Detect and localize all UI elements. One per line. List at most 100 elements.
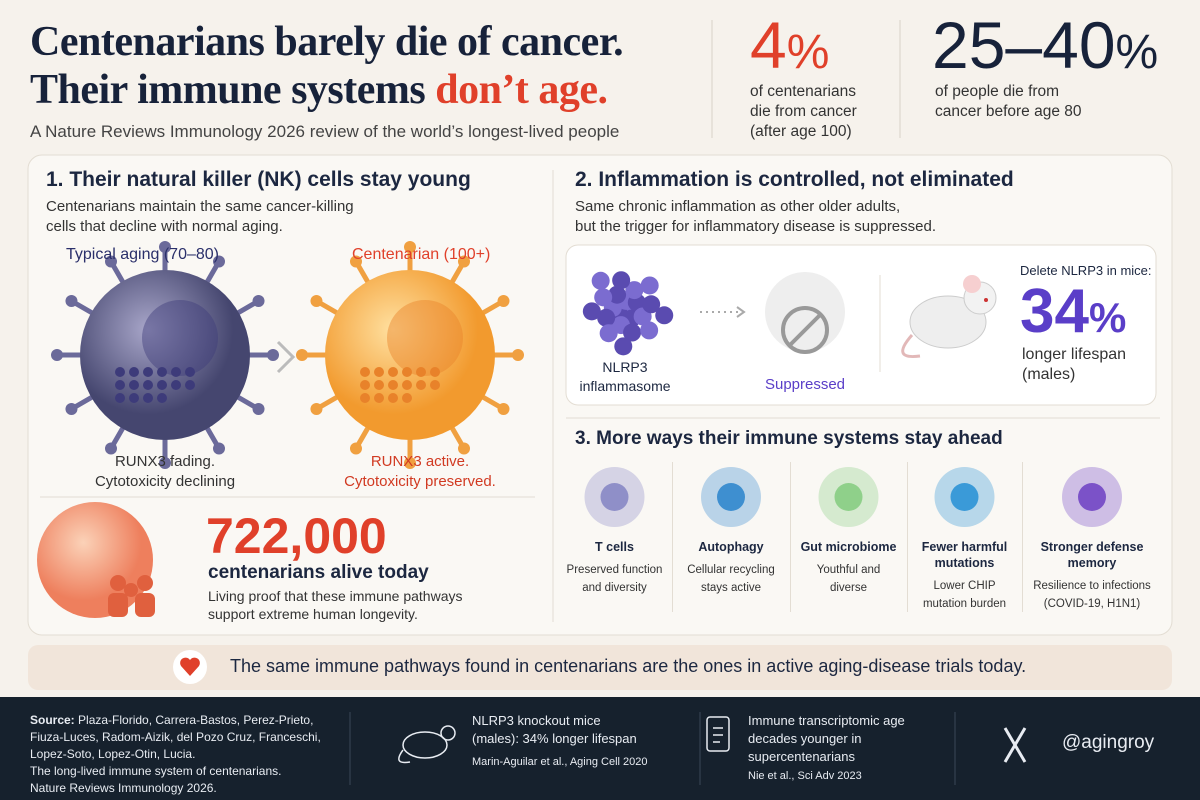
text-line: Living proof that these immune pathways xyxy=(208,588,463,604)
suppressed-icon xyxy=(765,272,845,354)
text-line: supercentenarians xyxy=(748,749,855,764)
spike-tip xyxy=(105,255,117,268)
item-text: Lower CHIP mutation burden xyxy=(907,577,1022,613)
text-line: cells that decline with normal aging. xyxy=(46,218,283,235)
nlrp3-bead xyxy=(608,285,627,304)
granule xyxy=(374,367,384,377)
people-icon xyxy=(108,575,155,617)
granule xyxy=(157,393,167,403)
item-divider xyxy=(790,462,791,612)
stat-unit: % xyxy=(786,26,830,79)
item-icons xyxy=(584,467,1122,527)
text-line: (after age 100) xyxy=(750,123,852,140)
text-line: mutations xyxy=(934,556,995,570)
granule xyxy=(388,367,398,377)
stat-text: of centenarians die from cancer (after age… xyxy=(750,82,857,142)
source-text: Plaza-Florido, Carrera-Bastos, Perez-Pri… xyxy=(78,713,314,727)
title-line: Their immune systems don’t age. xyxy=(30,66,608,114)
spike-tip xyxy=(350,255,362,268)
section-text: Centenarians maintain the same cancer-ki… xyxy=(46,197,354,237)
granule xyxy=(430,380,440,390)
text-line: NLRP3 xyxy=(602,359,648,375)
item-divider xyxy=(907,462,908,612)
spike-tip xyxy=(404,457,416,469)
text-line: The long-lived immune system of centenar… xyxy=(30,764,282,778)
mice-value: 34 xyxy=(1020,277,1089,346)
section-title: 3. More ways their immune systems stay a… xyxy=(575,428,1003,449)
spike-tip xyxy=(267,349,279,361)
stat-number: 25–40% xyxy=(932,12,1158,86)
granule xyxy=(388,380,398,390)
globe xyxy=(37,502,153,618)
item-divider xyxy=(1022,462,1023,612)
text-line: Immune transcriptomic age xyxy=(748,713,905,728)
granule xyxy=(402,380,412,390)
nlrp3-bead xyxy=(597,308,616,327)
text-line: Fewer harmful xyxy=(921,540,1008,554)
nlrp3-bead xyxy=(594,288,613,307)
item-text: Youthful and diverse xyxy=(790,561,907,597)
spike-tip xyxy=(252,295,265,307)
nlrp3-cluster xyxy=(582,271,674,356)
spike-tip xyxy=(404,241,416,253)
text-line: Same chronic inflammation as other older… xyxy=(575,198,901,215)
granule xyxy=(416,367,426,377)
spike-tip xyxy=(458,442,470,455)
nlrp3-label: NLRP3 inflammasome xyxy=(565,358,685,396)
spike-tip xyxy=(65,295,78,307)
granule xyxy=(157,367,167,377)
text-line: NLRP3 knockout mice xyxy=(472,713,601,728)
footer-text: Immune transcriptomic age decades younger… xyxy=(748,712,905,766)
spike-tip xyxy=(458,255,470,268)
mice-text: longer lifespan (males) xyxy=(1022,345,1126,385)
granule xyxy=(143,367,153,377)
spike-tip xyxy=(252,403,265,415)
nlrp3-bead xyxy=(640,321,659,340)
footer-citation: Nie et al., Sci Adv 2023 xyxy=(748,770,862,782)
granule xyxy=(143,393,153,403)
spike-tip xyxy=(497,403,510,415)
item: Stronger defense memory Resilience to infe… xyxy=(1022,455,1162,613)
item: T cells Preserved function and diversity xyxy=(557,455,672,597)
section-title: 1. Their natural killer (NK) cells stay … xyxy=(46,168,471,191)
title-text: Their immune systems xyxy=(30,67,426,113)
nlrp3-bead xyxy=(655,306,674,325)
text-line: RUNX3 fading. xyxy=(114,453,216,470)
item-icon-core xyxy=(717,483,745,511)
nlrp3-bead xyxy=(591,271,610,290)
banner xyxy=(28,645,1172,690)
mice-heading: Delete NLRP3 in mice: xyxy=(1020,263,1152,278)
item-icon-core xyxy=(1078,483,1106,511)
text-line: Preserved function xyxy=(566,564,663,576)
granule xyxy=(360,380,370,390)
title-line: Centenarians barely die of cancer. xyxy=(30,19,624,65)
item-title: Gut microbiome xyxy=(790,539,907,555)
item-text: Cellular recycling stays active xyxy=(672,561,790,597)
granule xyxy=(374,393,384,403)
stat-text: of people die from cancer before age 80 xyxy=(935,82,1082,122)
nlrp3-bead xyxy=(614,337,633,356)
granule xyxy=(185,380,195,390)
item-title: Fewer harmful mutations xyxy=(907,539,1022,571)
item: Fewer harmful mutations Lower CHIP mutation… xyxy=(907,455,1022,613)
arrow-head xyxy=(736,306,746,318)
nlrp3-bead xyxy=(625,281,644,300)
granule xyxy=(360,367,370,377)
cell-illustrations xyxy=(51,241,524,469)
spike-tip xyxy=(159,241,171,253)
title-highlight: don’t age. xyxy=(435,67,608,113)
mice-unit: % xyxy=(1088,294,1127,341)
text-line: decades younger in xyxy=(748,731,862,746)
item: Gut microbiome Youthful and diverse xyxy=(790,455,907,597)
text-line: RUNX3 active. xyxy=(370,453,470,470)
granule xyxy=(157,380,167,390)
granule xyxy=(129,367,139,377)
granule xyxy=(171,380,181,390)
source: Source: Plaza-Florido, Carrera-Bastos, P… xyxy=(30,712,313,729)
suppressed-label: Suppressed xyxy=(764,376,846,393)
population-text: Living proof that these immune pathways s… xyxy=(208,587,462,623)
mouse xyxy=(901,275,997,359)
chevron xyxy=(276,340,296,374)
